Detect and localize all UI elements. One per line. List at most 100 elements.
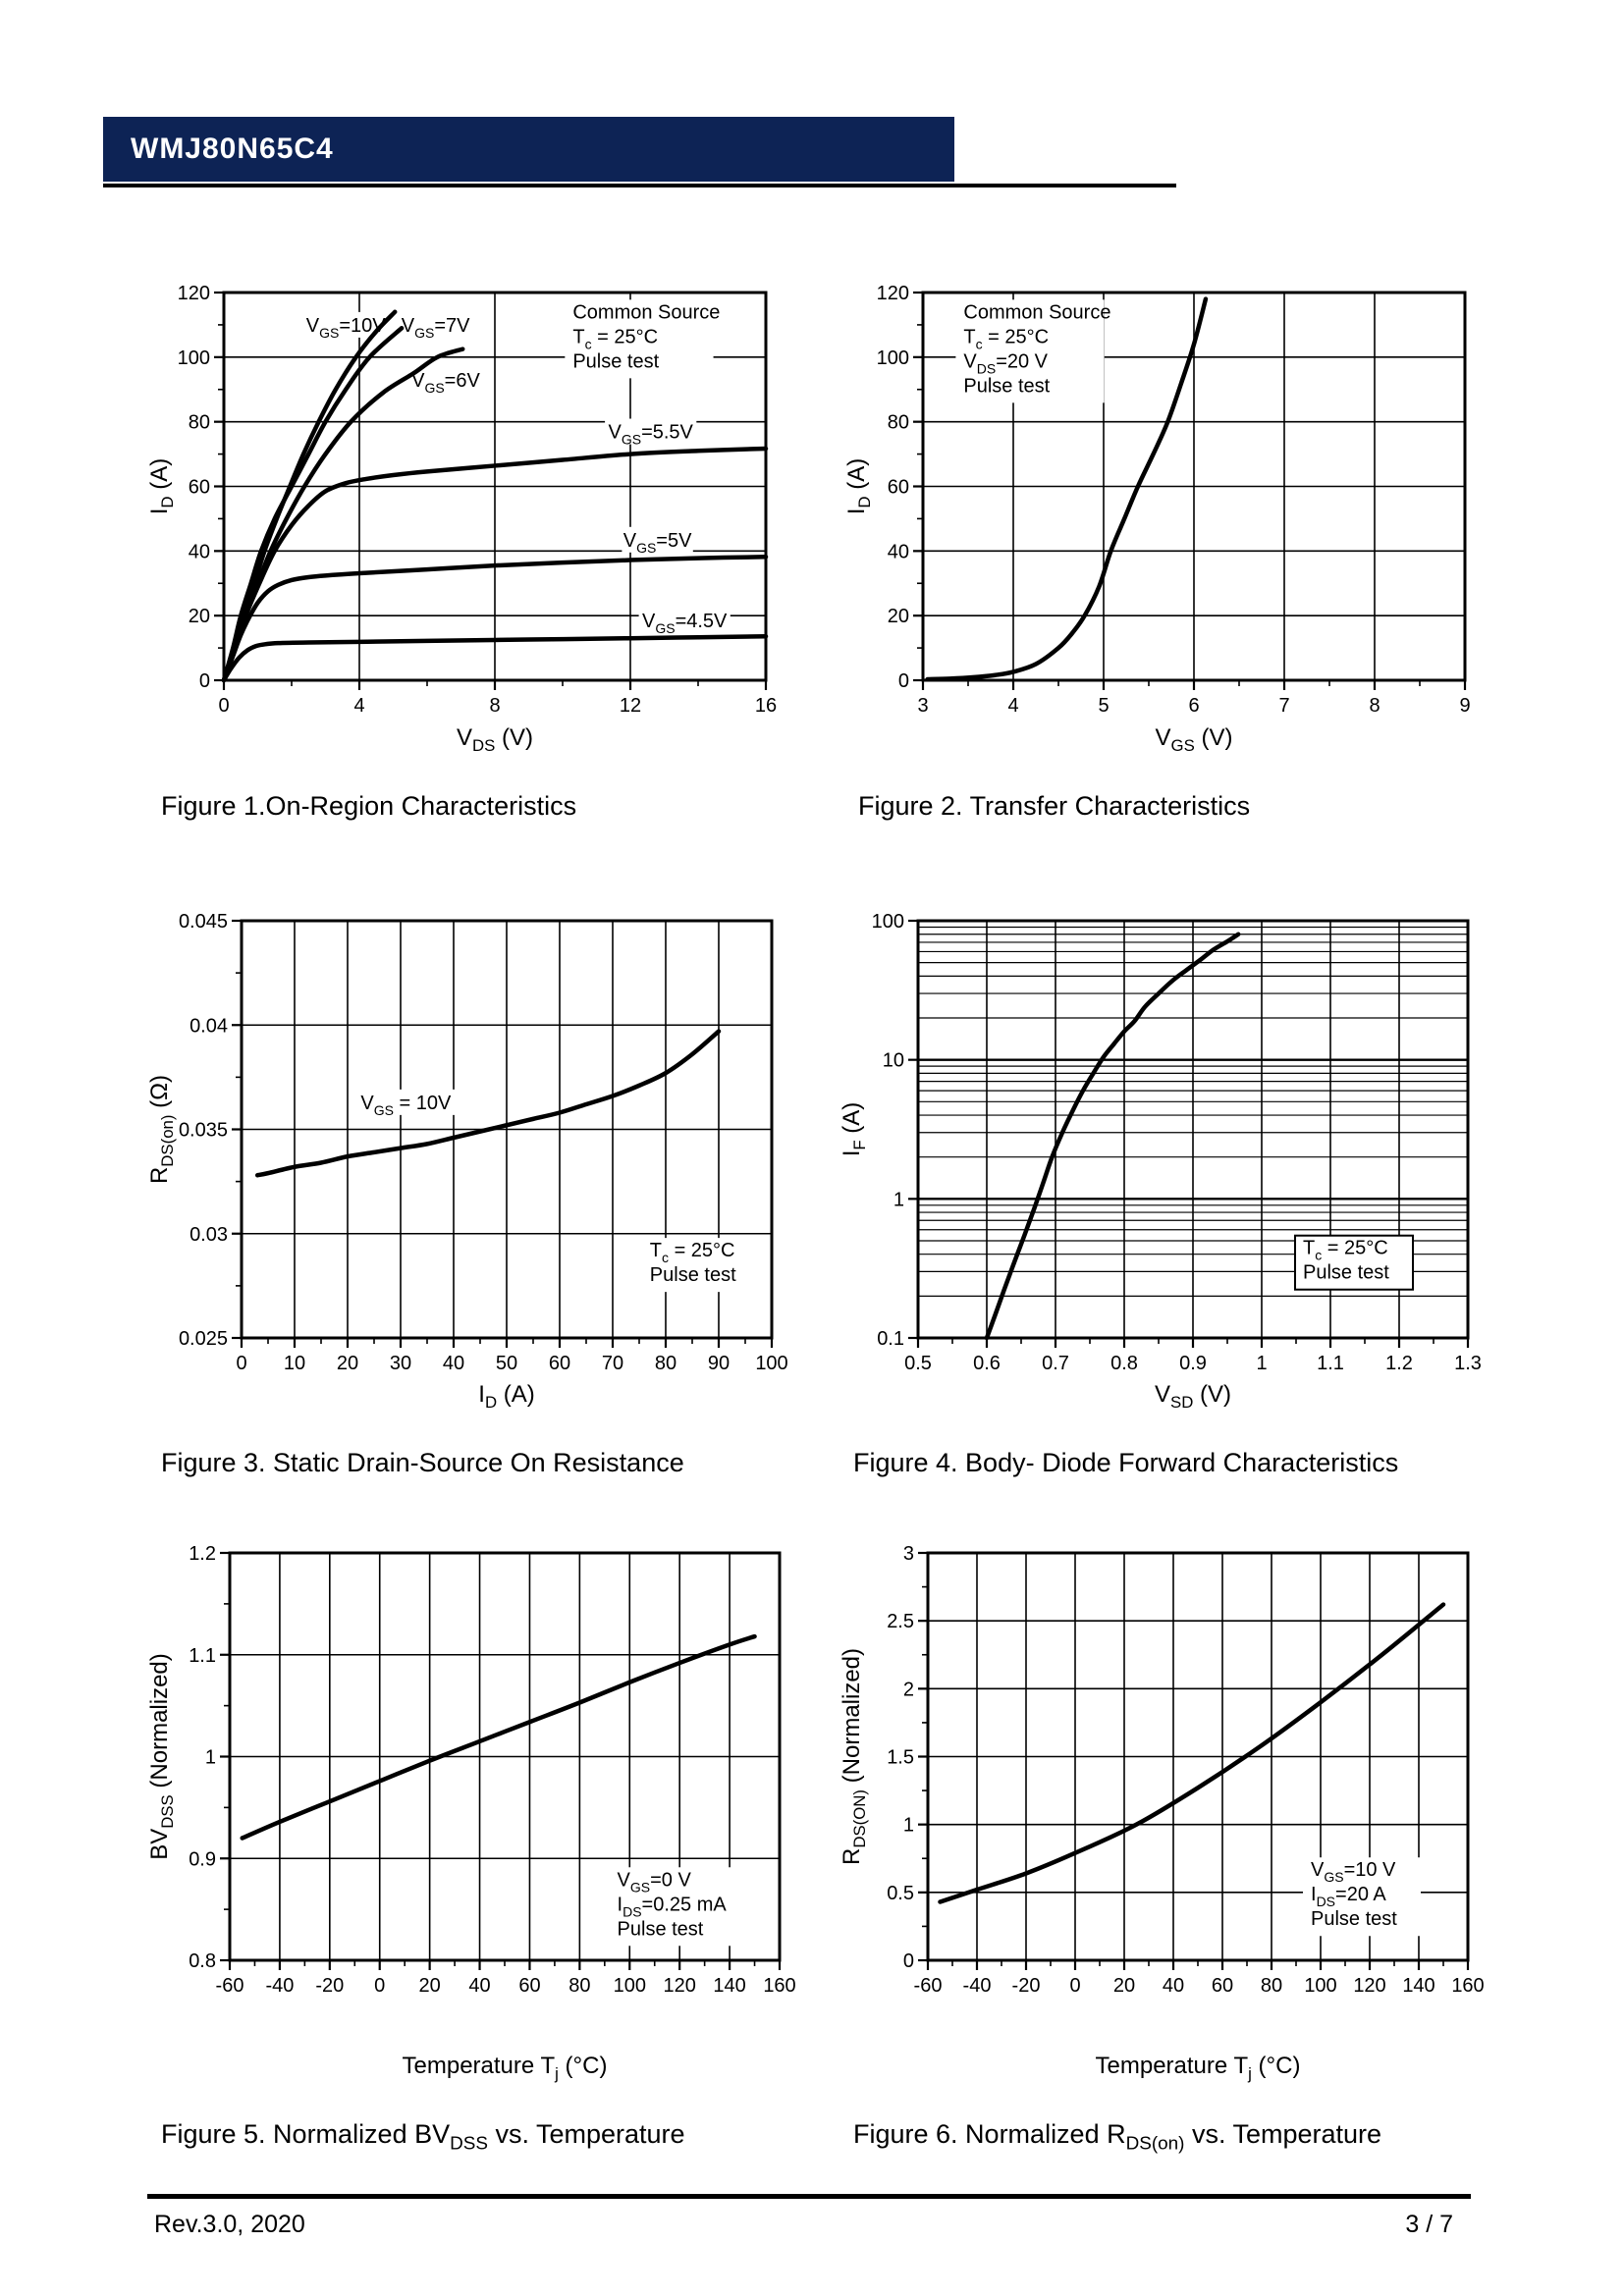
svg-text:-20: -20	[315, 1975, 344, 1997]
svg-text:ID (A): ID (A)	[844, 458, 874, 514]
figure-2: 3 4 5 6 7 8 9 0 20 40 60 80 100 120 Common Source Tc = …	[844, 253, 1512, 822]
svg-text:160: 160	[763, 1975, 795, 1997]
svg-text:1: 1	[1256, 1353, 1267, 1374]
svg-text:Tc = 25°C: Tc = 25°C	[963, 326, 1049, 351]
svg-text:VGS=6V: VGS=6V	[411, 370, 480, 396]
svg-text:1.2: 1.2	[189, 1543, 216, 1565]
svg-text:0.9: 0.9	[189, 1848, 216, 1870]
svg-text:5: 5	[1098, 695, 1109, 717]
svg-text:RDS(ON) (Normalized): RDS(ON) (Normalized)	[839, 1648, 869, 1865]
svg-text:-40: -40	[963, 1975, 992, 1997]
svg-text:80: 80	[888, 412, 909, 434]
svg-text:140: 140	[1402, 1975, 1435, 1997]
svg-text:Pulse test: Pulse test	[963, 375, 1050, 397]
chart-canvas-figure-1: 0 4 8 12 16 0 20 40 60 80 100 120 Common Source Tc = …	[147, 283, 777, 755]
svg-text:VGS=5.5V: VGS=5.5V	[608, 422, 693, 448]
svg-text:40: 40	[468, 1975, 490, 1997]
svg-text:IDS=20 A: IDS=20 A	[1311, 1884, 1386, 1909]
svg-text:Pulse test: Pulse test	[1311, 1908, 1397, 1930]
svg-text:Tc = 25°C: Tc = 25°C	[650, 1240, 735, 1265]
svg-text:100: 100	[872, 911, 904, 933]
svg-text:IDS=0.25 mA: IDS=0.25 mA	[618, 1894, 728, 1919]
svg-text:50: 50	[496, 1353, 517, 1374]
svg-text:Pulse test: Pulse test	[1303, 1262, 1389, 1284]
svg-text:20: 20	[189, 606, 210, 627]
svg-text:0: 0	[374, 1975, 385, 1997]
svg-text:60: 60	[888, 477, 909, 499]
page-title: WMJ80N65C4	[131, 133, 334, 165]
figure-caption: Figure 5. Normalized BVDSS vs. Temperatu…	[161, 2119, 685, 2155]
figure-caption: Figure 3. Static Drain-Source On Resista…	[161, 1448, 684, 1477]
svg-text:0.8: 0.8	[1110, 1353, 1138, 1374]
svg-text:VSD (V): VSD (V)	[1155, 1381, 1231, 1412]
svg-text:100: 100	[755, 1353, 787, 1374]
svg-text:Tc = 25°C: Tc = 25°C	[1303, 1238, 1388, 1263]
svg-text:0: 0	[898, 670, 909, 692]
svg-text:80: 80	[189, 412, 210, 434]
svg-text:BVDSS (Normalized): BVDSS (Normalized)	[147, 1653, 177, 1860]
svg-text:Common Source: Common Source	[963, 301, 1110, 323]
svg-text:4: 4	[353, 695, 364, 717]
svg-text:VGS (V): VGS (V)	[1156, 724, 1233, 755]
footer-revision: Rev.3.0, 2020	[154, 2211, 305, 2238]
svg-text:100: 100	[614, 1975, 646, 1997]
svg-text:0: 0	[903, 1950, 914, 1972]
svg-text:Pulse test: Pulse test	[650, 1264, 736, 1286]
svg-text:Temperature Tj (°C): Temperature Tj (°C)	[1096, 2053, 1301, 2083]
header-bar: WMJ80N65C4	[103, 117, 954, 182]
svg-text:-60: -60	[914, 1975, 943, 1997]
figure-4: 0.5 0.6 0.7 0.8 0.9 1 1.1 1.2 1.3 0.1 1 10 100 Tc = 2…	[839, 881, 1507, 1478]
svg-text:90: 90	[708, 1353, 730, 1374]
figure-3: 0 10 20 30 40 50 60 70 80 90 100 0.025 0.03 0.035 0.04…	[147, 881, 815, 1478]
svg-text:100: 100	[1304, 1975, 1336, 1997]
svg-text:120: 120	[1353, 1975, 1385, 1997]
svg-text:6: 6	[1188, 695, 1199, 717]
figure-5: -60 -40 -20 0 20 40 60 80 100 120 140 160 0.8 0.9 1 1.1…	[147, 1514, 815, 2155]
svg-text:40: 40	[1163, 1975, 1184, 1997]
svg-text:60: 60	[1212, 1975, 1233, 1997]
svg-text:1.2: 1.2	[1385, 1353, 1413, 1374]
figure-caption: Figure 2. Transfer Characteristics	[858, 791, 1251, 821]
svg-text:2.5: 2.5	[887, 1611, 914, 1632]
svg-text:VGS=4.5V: VGS=4.5V	[642, 611, 728, 636]
svg-text:80: 80	[655, 1353, 677, 1374]
svg-text:0.5: 0.5	[904, 1353, 932, 1374]
svg-text:-20: -20	[1012, 1975, 1041, 1997]
svg-text:0.7: 0.7	[1042, 1353, 1069, 1374]
svg-text:Tc = 25°C: Tc = 25°C	[572, 326, 658, 351]
chart-canvas-figure-2: 3 4 5 6 7 8 9 0 20 40 60 80 100 120 Common Source Tc = …	[844, 283, 1471, 755]
svg-text:16: 16	[755, 695, 777, 717]
svg-text:-40: -40	[265, 1975, 294, 1997]
svg-text:60: 60	[189, 477, 210, 499]
svg-text:1: 1	[205, 1747, 216, 1769]
figure-caption: Figure 4. Body- Diode Forward Characteri…	[853, 1448, 1399, 1477]
svg-text:1: 1	[893, 1189, 904, 1210]
svg-text:120: 120	[663, 1975, 695, 1997]
svg-text:0.045: 0.045	[179, 911, 228, 933]
svg-text:0.8: 0.8	[189, 1950, 216, 1972]
svg-text:0.5: 0.5	[887, 1883, 914, 1904]
svg-text:3: 3	[903, 1543, 914, 1565]
svg-text:80: 80	[568, 1975, 590, 1997]
svg-text:10: 10	[883, 1050, 904, 1072]
svg-text:60: 60	[518, 1975, 540, 1997]
chart-canvas-figure-4: 0.5 0.6 0.7 0.8 0.9 1 1.1 1.2 1.3 0.1 1 10 100 Tc = 2…	[839, 911, 1482, 1412]
svg-text:0: 0	[199, 670, 210, 692]
svg-text:ID (A): ID (A)	[478, 1381, 534, 1412]
svg-text:IF (A): IF (A)	[839, 1102, 869, 1157]
svg-text:VGS=7V: VGS=7V	[402, 315, 470, 341]
svg-text:Pulse test: Pulse test	[572, 350, 659, 372]
svg-text:0.035: 0.035	[179, 1120, 228, 1142]
header-rule	[103, 184, 1176, 187]
svg-text:VGS = 10V: VGS = 10V	[360, 1093, 452, 1118]
svg-text:12: 12	[620, 695, 641, 717]
svg-text:0.1: 0.1	[877, 1328, 904, 1350]
svg-text:1.3: 1.3	[1454, 1353, 1482, 1374]
figure-caption: Figure 6. Normalized RDS(on) vs. Tempera…	[853, 2119, 1382, 2155]
svg-text:120: 120	[877, 283, 909, 304]
svg-text:VGS=5V: VGS=5V	[623, 530, 692, 556]
svg-text:Pulse test: Pulse test	[618, 1918, 704, 1940]
svg-text:0: 0	[236, 1353, 246, 1374]
chart-canvas-figure-6: -60 -40 -20 0 20 40 60 80 100 120 140 160 0 0.5 1 1.5 2 2…	[839, 1543, 1485, 2083]
